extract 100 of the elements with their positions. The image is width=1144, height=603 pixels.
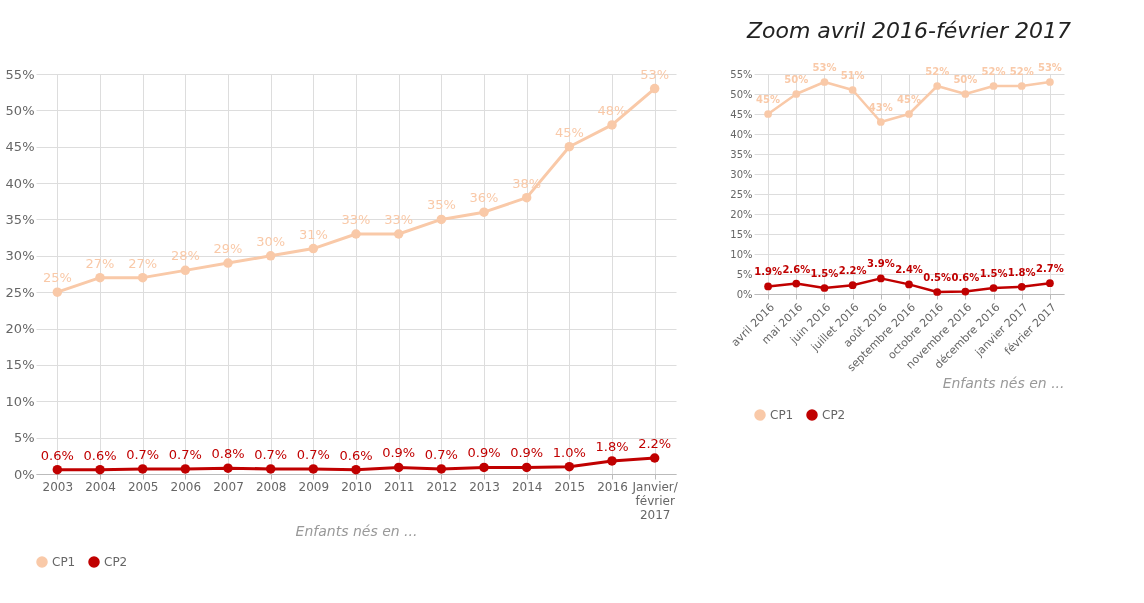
data-label: 52% <box>1009 66 1034 77</box>
x-tick-label: 2003 <box>42 479 74 494</box>
x-tick-label: 2008 <box>255 479 287 494</box>
data-label: 2.6% <box>782 263 811 275</box>
data-label: 0.6% <box>40 447 74 463</box>
point <box>52 464 63 475</box>
point <box>792 90 801 98</box>
data-label: 33% <box>341 212 371 227</box>
point <box>961 287 970 296</box>
y-tick-label: 45% <box>5 139 35 155</box>
data-label: 2.4% <box>895 264 923 276</box>
y-tick-label: 50% <box>5 102 35 118</box>
point <box>137 464 148 474</box>
data-label: 50% <box>953 74 978 85</box>
point <box>905 280 913 289</box>
y-tick-label: 10% <box>730 248 753 260</box>
data-label: 48% <box>597 102 627 118</box>
data-label: 1.5% <box>810 268 839 279</box>
point <box>479 207 489 217</box>
data-label: 36% <box>469 190 499 206</box>
data-label: 53% <box>640 66 670 82</box>
data-label: 30% <box>256 233 286 249</box>
point <box>1046 78 1054 86</box>
point <box>764 282 772 291</box>
x-tick-label: 2004 <box>85 479 116 494</box>
data-label: 0.6% <box>83 447 117 463</box>
point <box>933 288 942 296</box>
point <box>649 453 660 463</box>
data-label: 53% <box>1037 62 1062 73</box>
point <box>180 464 191 474</box>
point <box>265 251 276 261</box>
data-label: 33% <box>384 212 414 227</box>
x-tick-label: 2006 <box>170 479 202 494</box>
point <box>1017 282 1026 291</box>
point <box>223 258 233 268</box>
point <box>479 462 489 473</box>
y-tick-label: 20% <box>730 208 753 220</box>
data-label: 0.5% <box>923 272 952 283</box>
point <box>607 120 617 130</box>
legend-label: CP2 <box>822 408 846 422</box>
y-tick-label: 25% <box>5 284 35 300</box>
y-tick-label: 20% <box>5 321 35 337</box>
y-tick-label: 55% <box>730 68 753 80</box>
point <box>436 464 447 474</box>
point <box>876 274 885 283</box>
data-label: 45% <box>897 94 921 105</box>
x-tick-label: 2013 <box>469 479 500 494</box>
data-label: 0.7% <box>126 446 160 462</box>
data-label: 1.8% <box>595 438 629 454</box>
x-tick-label: 2012 <box>426 479 458 494</box>
point <box>820 78 829 86</box>
y-tick-label: 5% <box>13 430 35 446</box>
point <box>351 464 361 475</box>
y-tick-label: 30% <box>5 248 35 264</box>
point <box>351 229 361 239</box>
point <box>393 462 404 473</box>
point <box>933 82 942 90</box>
point <box>876 118 885 126</box>
data-label: 52% <box>925 66 950 77</box>
data-label: 0.7% <box>254 446 288 462</box>
data-label: 0.8% <box>211 446 245 462</box>
data-label: 2.7% <box>1036 263 1064 275</box>
point <box>223 463 233 473</box>
point <box>95 464 105 475</box>
y-tick-label: 15% <box>5 357 35 373</box>
legend-label: CP1 <box>52 555 76 569</box>
x-tick-label: 2016 <box>597 479 628 494</box>
y-tick-label: 0% <box>736 288 753 300</box>
point <box>180 265 191 276</box>
data-label: 0.9% <box>382 445 416 461</box>
x-tick-label: 2007 <box>213 479 244 494</box>
legend-label: CP1 <box>770 408 794 422</box>
y-tick-label: 45% <box>730 108 753 120</box>
data-label: 1.8% <box>1007 266 1036 278</box>
data-label: 27% <box>85 255 115 271</box>
y-tick-label: 55% <box>5 66 35 82</box>
point <box>1046 279 1054 288</box>
point <box>521 192 532 203</box>
y-tick-label: 40% <box>730 128 753 140</box>
data-label: 28% <box>170 248 200 264</box>
data-label: 0.9% <box>467 445 501 461</box>
x-tick-label: 2014 <box>511 479 543 494</box>
data-label: 0.6% <box>339 447 373 463</box>
y-tick-label: 25% <box>730 188 753 200</box>
point <box>52 287 63 297</box>
data-label: 29% <box>213 241 243 257</box>
point <box>521 462 532 473</box>
y-tick-label: 0% <box>13 466 35 482</box>
data-label: 3.9% <box>866 258 895 270</box>
data-label: 0.6% <box>951 271 980 283</box>
data-label: 1.0% <box>552 444 586 460</box>
y-tick-label: 35% <box>5 211 35 227</box>
data-label: 53% <box>812 62 837 73</box>
data-label: 0.7% <box>424 446 458 462</box>
data-label: 1.5% <box>979 268 1008 279</box>
point <box>905 110 913 118</box>
point <box>1017 82 1026 90</box>
point <box>989 82 998 90</box>
chart-title: Zoom avril 2016-février 2017 <box>745 18 1072 43</box>
data-label: 45% <box>554 124 584 140</box>
